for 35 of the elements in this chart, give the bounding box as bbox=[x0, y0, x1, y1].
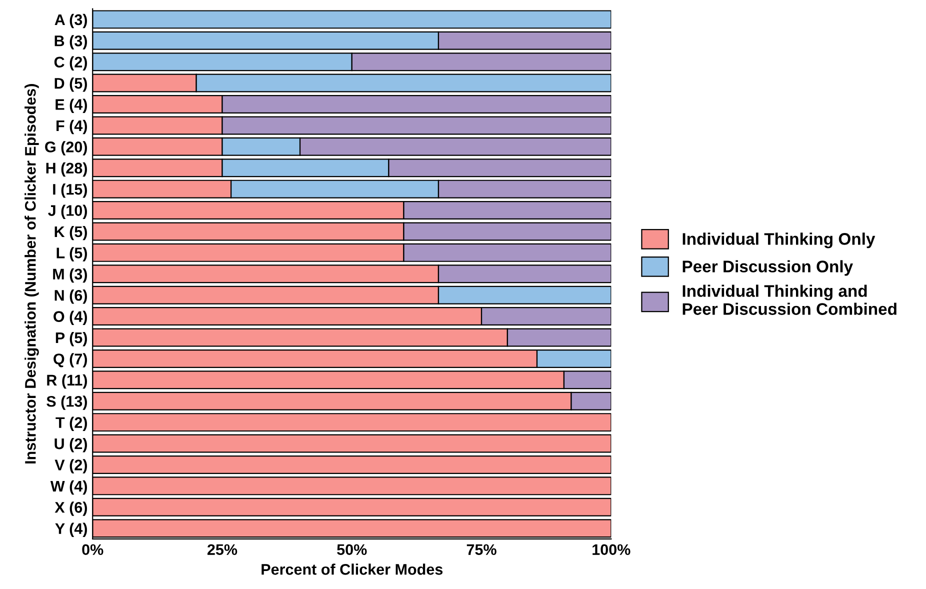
y-tick-label: D (5) bbox=[54, 78, 87, 92]
y-tick-label: T (2) bbox=[56, 416, 87, 432]
y-tick-label: F (4) bbox=[56, 120, 87, 134]
x-tick-label: 50% bbox=[337, 544, 367, 556]
legend-label: Individual Thinking Only bbox=[682, 232, 876, 248]
y-tick-label: X (6) bbox=[54, 502, 87, 516]
y-tick-label: K (5) bbox=[54, 226, 87, 240]
y-tick-label: Y (4) bbox=[55, 522, 87, 538]
y-tick-label: U (2) bbox=[54, 438, 87, 452]
y-tick-label: G (20) bbox=[45, 141, 87, 156]
y-tick-label: M (3) bbox=[53, 268, 87, 283]
y-tick-label: Q (7) bbox=[54, 353, 87, 368]
y-tick-label: I (15) bbox=[53, 184, 87, 198]
y-tick-label: S (13) bbox=[46, 396, 87, 410]
y-tick-label: C (2) bbox=[54, 56, 87, 71]
x-tick-label: 100% bbox=[592, 544, 630, 556]
y-tick-label: B (3) bbox=[54, 35, 87, 50]
legend-label: Individual Thinking and Peer Discussion Combined bbox=[682, 284, 896, 315]
x-tick-label: 75% bbox=[466, 544, 496, 556]
legend-label: Peer Discussion Only bbox=[682, 260, 853, 276]
y-tick-label: A (3) bbox=[54, 14, 87, 28]
y-tick-label: W (4) bbox=[50, 480, 87, 495]
y-tick-label: R (11) bbox=[47, 374, 87, 389]
y-tick-label: N (6) bbox=[54, 290, 87, 304]
y-tick-label: H (28) bbox=[46, 162, 87, 177]
y-tick-label: L (5) bbox=[56, 247, 87, 262]
y-tick-label: J (10) bbox=[48, 204, 87, 219]
x-axis-title: Percent of Clicker Modes bbox=[262, 564, 443, 575]
y-axis-title: Instructor Designation (Number of Clicker Episodes) bbox=[24, 84, 39, 464]
y-tick-label: P (5) bbox=[56, 332, 87, 346]
x-tick-label: 0% bbox=[82, 544, 104, 556]
y-tick-label: V (2) bbox=[54, 459, 87, 474]
x-tick-label: 25% bbox=[207, 544, 238, 556]
y-tick-label: O (4) bbox=[54, 310, 87, 325]
y-tick-label: E (4) bbox=[56, 98, 87, 113]
